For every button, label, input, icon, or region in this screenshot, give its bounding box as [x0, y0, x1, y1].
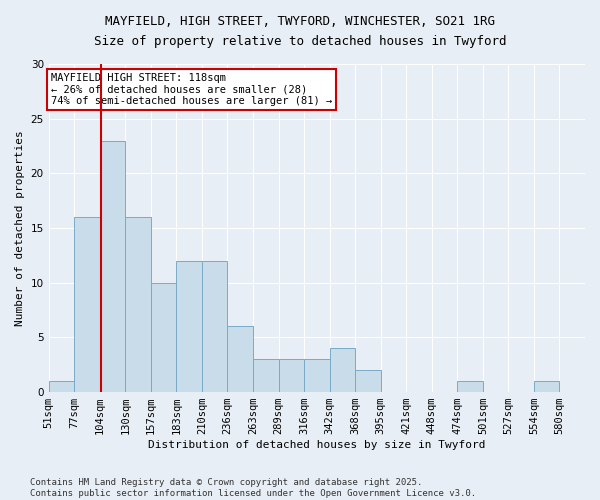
- Bar: [151, 282, 176, 392]
- Bar: [457, 381, 483, 392]
- Bar: [74, 217, 100, 392]
- Text: MAYFIELD HIGH STREET: 118sqm
← 26% of detached houses are smaller (28)
74% of se: MAYFIELD HIGH STREET: 118sqm ← 26% of de…: [51, 72, 332, 106]
- Bar: [227, 326, 253, 392]
- Bar: [278, 360, 304, 392]
- Text: Contains HM Land Registry data © Crown copyright and database right 2025.
Contai: Contains HM Land Registry data © Crown c…: [30, 478, 476, 498]
- Bar: [304, 360, 329, 392]
- Text: Size of property relative to detached houses in Twyford: Size of property relative to detached ho…: [94, 35, 506, 48]
- Bar: [253, 360, 278, 392]
- Bar: [329, 348, 355, 392]
- Bar: [125, 217, 151, 392]
- Bar: [202, 261, 227, 392]
- Text: MAYFIELD, HIGH STREET, TWYFORD, WINCHESTER, SO21 1RG: MAYFIELD, HIGH STREET, TWYFORD, WINCHEST…: [105, 15, 495, 28]
- Y-axis label: Number of detached properties: Number of detached properties: [15, 130, 25, 326]
- Bar: [355, 370, 380, 392]
- Bar: [100, 140, 125, 392]
- Bar: [534, 381, 559, 392]
- X-axis label: Distribution of detached houses by size in Twyford: Distribution of detached houses by size …: [148, 440, 485, 450]
- Bar: [49, 381, 74, 392]
- Bar: [176, 261, 202, 392]
